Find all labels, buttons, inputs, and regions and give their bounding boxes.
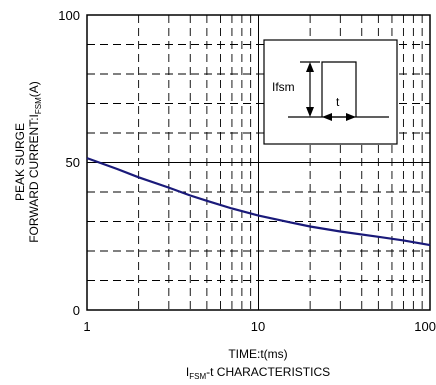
y-tick-0: 0 <box>73 303 80 318</box>
y-tick-50: 50 <box>66 155 80 170</box>
inset-box <box>263 39 398 145</box>
inset-height-arrowhead-up <box>306 62 314 72</box>
series-line <box>86 157 431 247</box>
plot-frame <box>86 14 431 311</box>
x-tick-1: 1 <box>83 319 90 334</box>
y-axis-label-line2-sub: FSM <box>34 97 43 114</box>
chart-title: IFSM-t CHARACTERISTICS <box>186 365 330 381</box>
inset-label-t: t <box>336 95 340 109</box>
inset-pulse <box>321 61 357 117</box>
y-axis-label-line1: PEAK SURGE <box>13 123 27 201</box>
inset-width-arrowhead-right <box>346 113 356 121</box>
x-tick-100: 100 <box>414 319 436 334</box>
chart-title-rest: -t CHARACTERISTICS <box>206 365 330 379</box>
inset-width-arrowhead-left <box>322 113 332 121</box>
y-axis-label-line2-unit: (A) <box>27 81 41 97</box>
y-tick-100: 100 <box>58 8 80 23</box>
y-axis-label-line2-main: FORWARD CURRENT:I <box>27 114 41 243</box>
inset-height-arrowhead-down <box>306 107 314 117</box>
chart-title-sub: FSM <box>189 372 206 381</box>
inset-label-ifsm: Ifsm <box>272 80 295 94</box>
inset-diagram: Ifsm t <box>263 39 398 145</box>
x-axis-label: TIME:t(ms) <box>228 347 287 361</box>
y-axis-label-line2: FORWARD CURRENT:IFSM(A) <box>27 81 43 243</box>
x-tick-10: 10 <box>251 319 265 334</box>
chart-title-main: I <box>186 365 189 379</box>
grid <box>87 15 430 310</box>
